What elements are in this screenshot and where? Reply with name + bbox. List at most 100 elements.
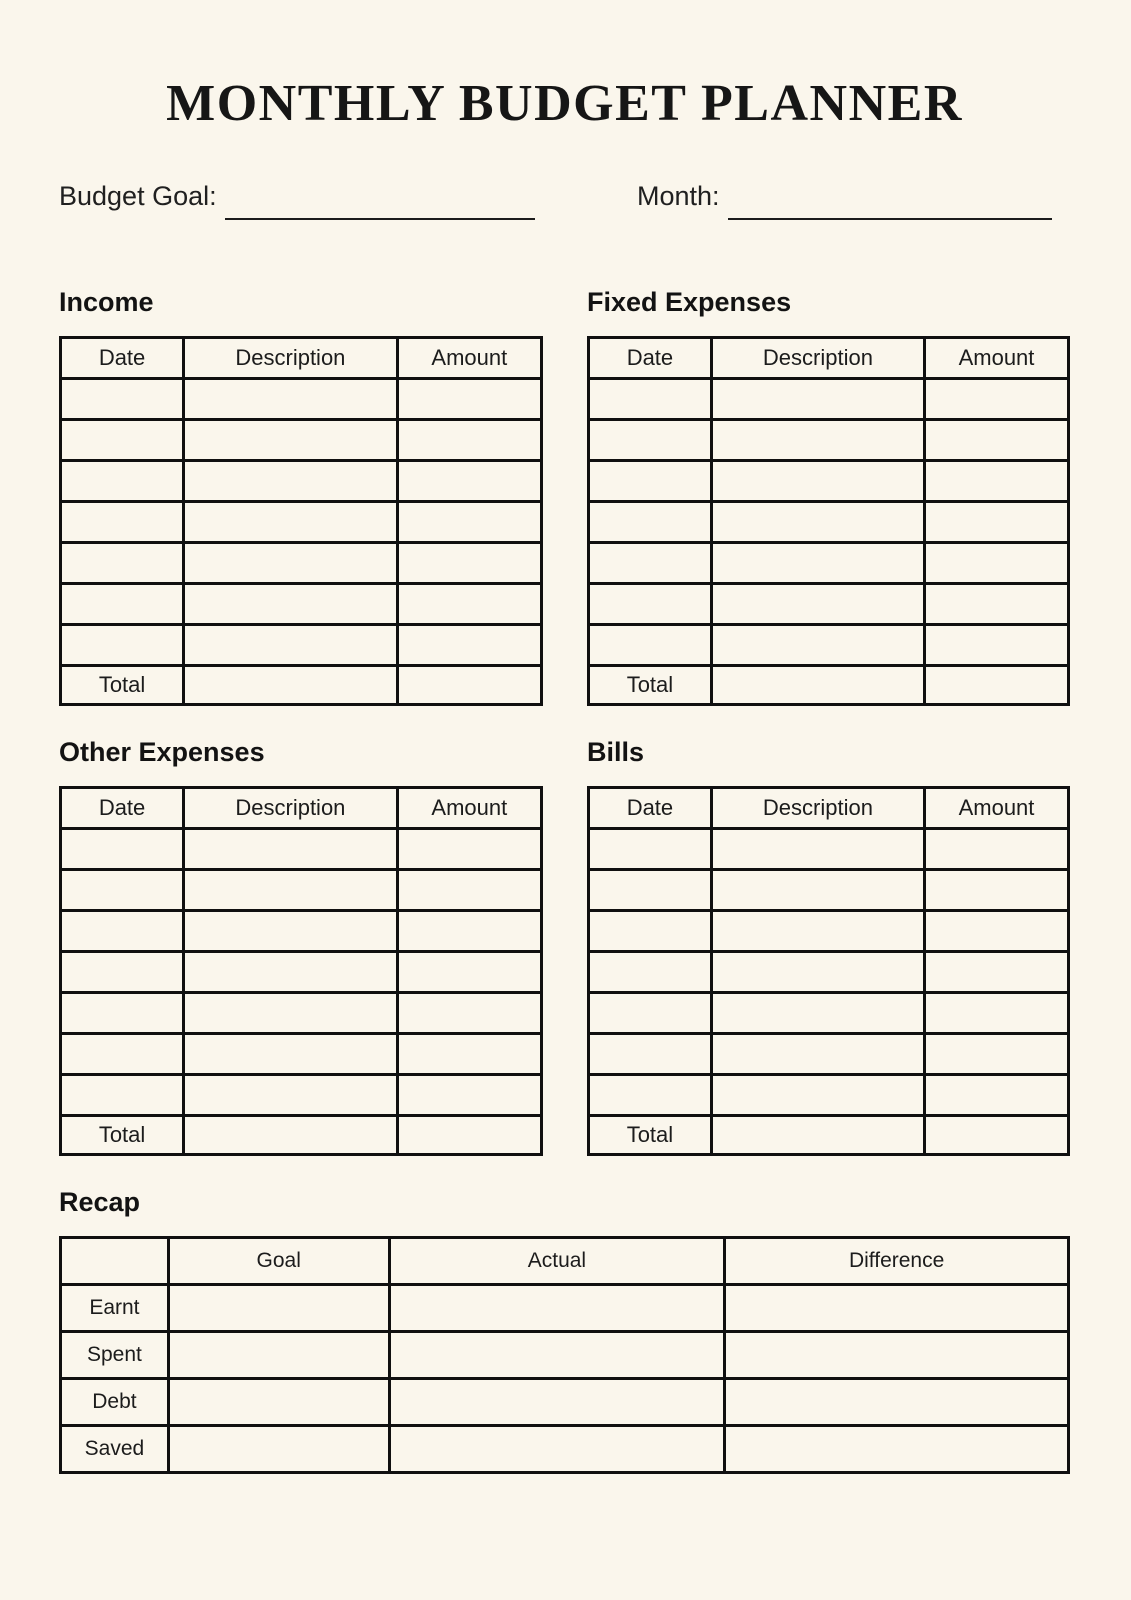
empty-cell[interactable] — [395, 499, 544, 544]
empty-cell[interactable] — [182, 826, 399, 871]
empty-cell[interactable] — [58, 908, 186, 953]
budget-goal-input-line[interactable] — [224, 217, 535, 220]
recap-actual-cell[interactable] — [387, 1282, 727, 1333]
empty-cell[interactable] — [182, 376, 399, 421]
empty-cell[interactable] — [58, 990, 186, 1035]
empty-cell[interactable] — [587, 581, 713, 626]
empty-cell[interactable] — [395, 867, 544, 912]
empty-cell[interactable] — [709, 499, 926, 544]
empty-cell[interactable] — [395, 1072, 544, 1117]
recap-goal-cell[interactable] — [166, 1329, 391, 1380]
empty-cell[interactable] — [587, 376, 713, 421]
empty-cell[interactable] — [587, 990, 713, 1035]
empty-cell[interactable] — [395, 949, 544, 994]
empty-cell[interactable] — [922, 1031, 1071, 1076]
empty-cell[interactable] — [58, 417, 186, 462]
total-value-cell[interactable] — [922, 1113, 1071, 1156]
empty-cell[interactable] — [58, 826, 186, 871]
empty-cell[interactable] — [182, 1072, 399, 1117]
recap-goal-cell[interactable] — [166, 1376, 391, 1427]
empty-cell[interactable] — [58, 458, 186, 503]
recap-difference-cell[interactable] — [723, 1376, 1070, 1427]
total-value-cell[interactable] — [395, 663, 544, 706]
empty-cell[interactable] — [395, 990, 544, 1035]
empty-cell[interactable] — [395, 417, 544, 462]
empty-cell[interactable] — [709, 417, 926, 462]
empty-cell[interactable] — [709, 622, 926, 667]
empty-cell[interactable] — [587, 949, 713, 994]
empty-cell[interactable] — [587, 622, 713, 667]
empty-cell[interactable] — [922, 417, 1071, 462]
empty-cell[interactable] — [58, 499, 186, 544]
total-value-cell[interactable] — [709, 663, 926, 706]
empty-cell[interactable] — [182, 499, 399, 544]
empty-cell[interactable] — [922, 581, 1071, 626]
empty-cell[interactable] — [709, 1072, 926, 1117]
empty-cell[interactable] — [395, 376, 544, 421]
empty-cell[interactable] — [58, 540, 186, 585]
empty-cell[interactable] — [182, 540, 399, 585]
empty-cell[interactable] — [182, 458, 399, 503]
empty-cell[interactable] — [922, 1072, 1071, 1117]
empty-cell[interactable] — [709, 540, 926, 585]
empty-cell[interactable] — [922, 376, 1071, 421]
empty-cell[interactable] — [922, 499, 1071, 544]
empty-cell[interactable] — [58, 1072, 186, 1117]
recap-difference-cell[interactable] — [723, 1282, 1070, 1333]
empty-cell[interactable] — [709, 376, 926, 421]
empty-cell[interactable] — [587, 458, 713, 503]
empty-cell[interactable] — [922, 622, 1071, 667]
empty-cell[interactable] — [182, 908, 399, 953]
empty-cell[interactable] — [587, 1031, 713, 1076]
empty-cell[interactable] — [182, 622, 399, 667]
empty-cell[interactable] — [395, 1031, 544, 1076]
empty-cell[interactable] — [58, 1031, 186, 1076]
empty-cell[interactable] — [709, 458, 926, 503]
empty-cell[interactable] — [922, 826, 1071, 871]
empty-cell[interactable] — [395, 908, 544, 953]
empty-cell[interactable] — [182, 581, 399, 626]
empty-cell[interactable] — [587, 1072, 713, 1117]
empty-cell[interactable] — [587, 540, 713, 585]
empty-cell[interactable] — [58, 867, 186, 912]
empty-cell[interactable] — [709, 581, 926, 626]
recap-goal-cell[interactable] — [166, 1282, 391, 1333]
empty-cell[interactable] — [709, 990, 926, 1035]
empty-cell[interactable] — [709, 1031, 926, 1076]
recap-difference-cell[interactable] — [723, 1423, 1070, 1474]
empty-cell[interactable] — [58, 376, 186, 421]
recap-actual-cell[interactable] — [387, 1423, 727, 1474]
recap-difference-cell[interactable] — [723, 1329, 1070, 1380]
empty-cell[interactable] — [587, 826, 713, 871]
month-input-line[interactable] — [727, 217, 1052, 220]
empty-cell[interactable] — [182, 417, 399, 462]
recap-actual-cell[interactable] — [387, 1376, 727, 1427]
empty-cell[interactable] — [182, 949, 399, 994]
empty-cell[interactable] — [395, 540, 544, 585]
empty-cell[interactable] — [182, 1031, 399, 1076]
empty-cell[interactable] — [395, 581, 544, 626]
empty-cell[interactable] — [58, 622, 186, 667]
empty-cell[interactable] — [922, 867, 1071, 912]
empty-cell[interactable] — [709, 826, 926, 871]
empty-cell[interactable] — [709, 949, 926, 994]
empty-cell[interactable] — [922, 458, 1071, 503]
empty-cell[interactable] — [922, 949, 1071, 994]
recap-goal-cell[interactable] — [166, 1423, 391, 1474]
empty-cell[interactable] — [709, 867, 926, 912]
empty-cell[interactable] — [709, 908, 926, 953]
empty-cell[interactable] — [587, 499, 713, 544]
total-value-cell[interactable] — [922, 663, 1071, 706]
empty-cell[interactable] — [587, 908, 713, 953]
empty-cell[interactable] — [587, 867, 713, 912]
empty-cell[interactable] — [58, 581, 186, 626]
empty-cell[interactable] — [922, 990, 1071, 1035]
empty-cell[interactable] — [182, 990, 399, 1035]
recap-actual-cell[interactable] — [387, 1329, 727, 1380]
empty-cell[interactable] — [395, 826, 544, 871]
empty-cell[interactable] — [587, 417, 713, 462]
total-value-cell[interactable] — [395, 1113, 544, 1156]
empty-cell[interactable] — [922, 540, 1071, 585]
empty-cell[interactable] — [395, 458, 544, 503]
empty-cell[interactable] — [58, 949, 186, 994]
